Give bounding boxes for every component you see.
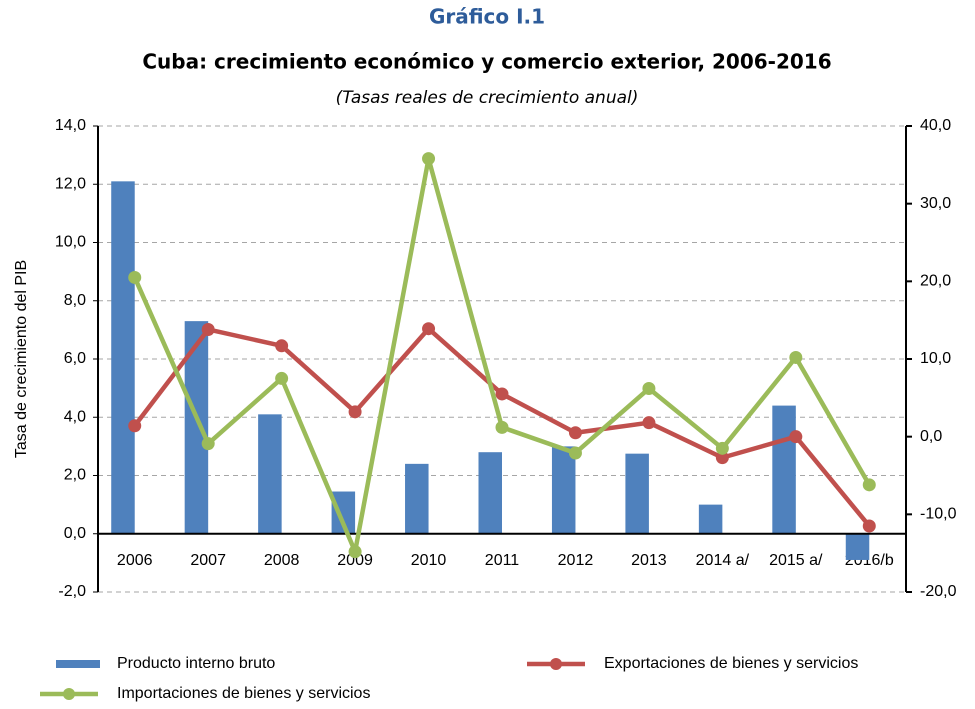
point bbox=[495, 387, 509, 401]
point bbox=[348, 545, 362, 559]
x-tick-label: 2015 a/ bbox=[769, 552, 823, 569]
x-tick-label: 2007 bbox=[190, 552, 226, 569]
y-tick-label: 4,0 bbox=[64, 408, 86, 425]
bar bbox=[551, 446, 576, 534]
point bbox=[862, 478, 876, 492]
y-axis-label: Tasa de crecimiento del PIB bbox=[13, 260, 30, 458]
bar bbox=[258, 414, 282, 534]
legend-label: Exportaciones de bienes y servicios bbox=[604, 655, 858, 672]
x-tick-label: 2010 bbox=[411, 552, 447, 569]
point bbox=[862, 519, 876, 533]
point bbox=[128, 419, 142, 433]
point bbox=[495, 420, 509, 434]
bar bbox=[184, 321, 209, 534]
x-tick-label: 2009 bbox=[337, 552, 373, 569]
chart-title: Cuba: crecimiento económico y comercio e… bbox=[142, 50, 831, 74]
x-tick-label: 2008 bbox=[264, 552, 300, 569]
bar bbox=[478, 452, 502, 534]
x-tick-label: 2006 bbox=[117, 552, 153, 569]
bar bbox=[111, 181, 135, 534]
y-tick-label: 12,0 bbox=[55, 175, 86, 192]
point bbox=[715, 451, 729, 465]
point bbox=[642, 382, 656, 396]
point bbox=[715, 441, 729, 455]
legend-label: Producto interno bruto bbox=[117, 655, 275, 672]
point bbox=[642, 416, 656, 430]
point bbox=[348, 405, 362, 419]
x-tick-label: 2012 bbox=[558, 552, 594, 569]
bar bbox=[772, 405, 796, 534]
y-tick-label: 6,0 bbox=[64, 350, 86, 367]
x-tick-label: 2011 bbox=[485, 552, 520, 569]
chart-subtitle: (Tasas reales de crecimiento anual) bbox=[336, 88, 639, 108]
y-tick-label: 0,0 bbox=[64, 525, 86, 542]
y-tick-label: 8,0 bbox=[64, 292, 86, 309]
y2-tick-label: -20,0 bbox=[920, 583, 957, 600]
y-tick-label: -2,0 bbox=[58, 583, 86, 600]
y2-tick-label: 40,0 bbox=[920, 117, 951, 134]
legend-label: Importaciones de bienes y servicios bbox=[117, 685, 370, 702]
y2-tick-label: 30,0 bbox=[920, 195, 951, 212]
point bbox=[422, 152, 436, 166]
y-tick-label: 2,0 bbox=[64, 467, 86, 484]
y-tick-label: 10,0 bbox=[55, 234, 86, 251]
point bbox=[568, 426, 582, 440]
bar bbox=[845, 533, 870, 560]
chart-label: Gráfico I.1 bbox=[429, 5, 545, 29]
point bbox=[568, 446, 582, 460]
point bbox=[789, 430, 803, 444]
y2-tick-label: 20,0 bbox=[920, 273, 951, 290]
y2-tick-label: 10,0 bbox=[920, 350, 951, 367]
point bbox=[789, 350, 803, 364]
legend-marker bbox=[550, 658, 562, 670]
point bbox=[275, 371, 289, 385]
legend-swatch bbox=[56, 660, 100, 668]
point bbox=[201, 322, 215, 336]
x-tick-label: 2013 bbox=[631, 552, 667, 569]
point bbox=[201, 437, 215, 451]
point bbox=[128, 270, 142, 284]
point bbox=[422, 322, 436, 336]
bar bbox=[331, 491, 356, 534]
y2-tick-label: 0,0 bbox=[920, 428, 942, 445]
y-tick-label: 14,0 bbox=[55, 117, 86, 134]
bar bbox=[405, 463, 429, 534]
x-tick-label: 2014 a/ bbox=[696, 552, 750, 569]
point bbox=[275, 339, 289, 353]
bar bbox=[698, 504, 723, 534]
legend-marker bbox=[63, 688, 75, 700]
bar bbox=[625, 453, 649, 534]
y2-tick-label: -10,0 bbox=[920, 506, 957, 523]
